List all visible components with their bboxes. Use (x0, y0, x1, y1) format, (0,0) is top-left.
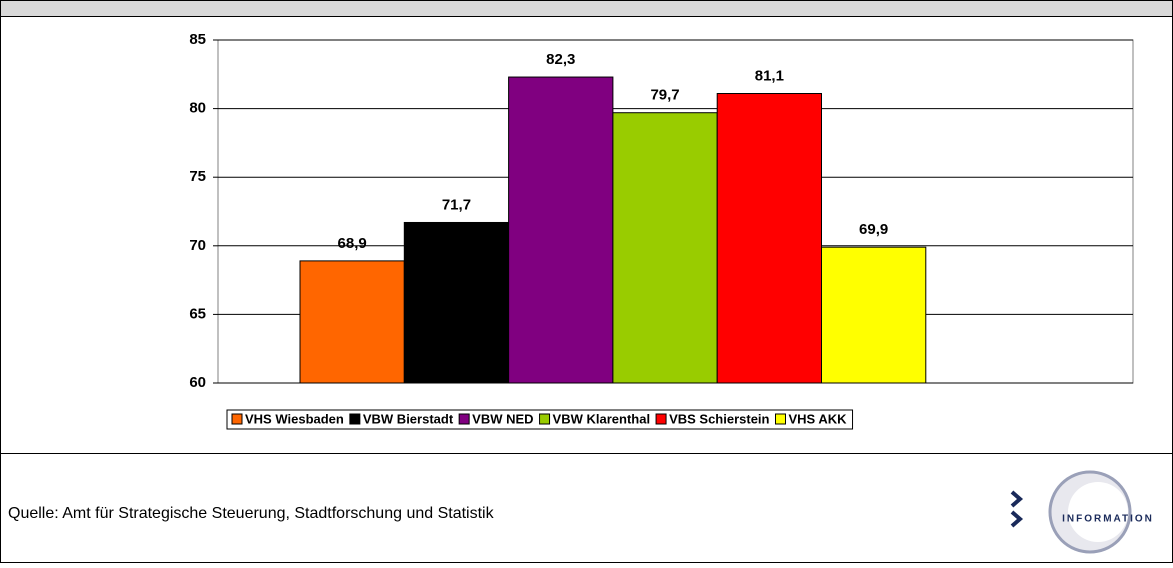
y-tick-label: 65 (189, 305, 206, 322)
y-tick-label: 85 (189, 31, 206, 48)
legend-label: VBW Bierstadt (363, 411, 454, 426)
legend-label: VHS Wiesbaden (245, 411, 344, 426)
logo: INFORMATION (1010, 470, 1154, 554)
logo-text: INFORMATION (1062, 514, 1154, 525)
value-label: 81,1 (755, 67, 784, 84)
value-label: 68,9 (338, 235, 367, 252)
value-label: 82,3 (546, 51, 575, 68)
legend-swatch (349, 413, 361, 425)
legend-swatch (775, 413, 786, 425)
legend-label: VBW Klarenthal (553, 411, 651, 426)
value-label: 79,7 (650, 87, 679, 104)
legend-label: VHS AKK (789, 411, 848, 426)
source: Quelle: Amt für Strategische Steuerung, … (8, 505, 495, 522)
legend-label: VBS Schierstein (669, 411, 769, 426)
legend-swatch (539, 413, 551, 425)
bar (508, 76, 614, 384)
bar (299, 260, 405, 384)
value-label: 69,9 (859, 221, 888, 238)
y-tick-label: 80 (189, 100, 206, 117)
logo-chevron (1010, 490, 1024, 508)
bar (612, 112, 718, 384)
bar (821, 246, 927, 384)
y-tick-label: 70 (189, 237, 206, 254)
header-bar (0, 0, 1173, 17)
bar (716, 93, 823, 384)
bar (403, 221, 510, 384)
logo-chevron (1010, 510, 1024, 528)
legend-label: VBW NED (472, 411, 533, 426)
value-label: 71,7 (442, 196, 471, 213)
y-tick-label: 60 (189, 374, 206, 391)
legend-swatch (458, 413, 470, 425)
logo-inner (1068, 482, 1128, 542)
y-tick-label: 75 (189, 168, 206, 185)
legend-swatch (655, 413, 667, 425)
legend-swatch (231, 413, 243, 425)
